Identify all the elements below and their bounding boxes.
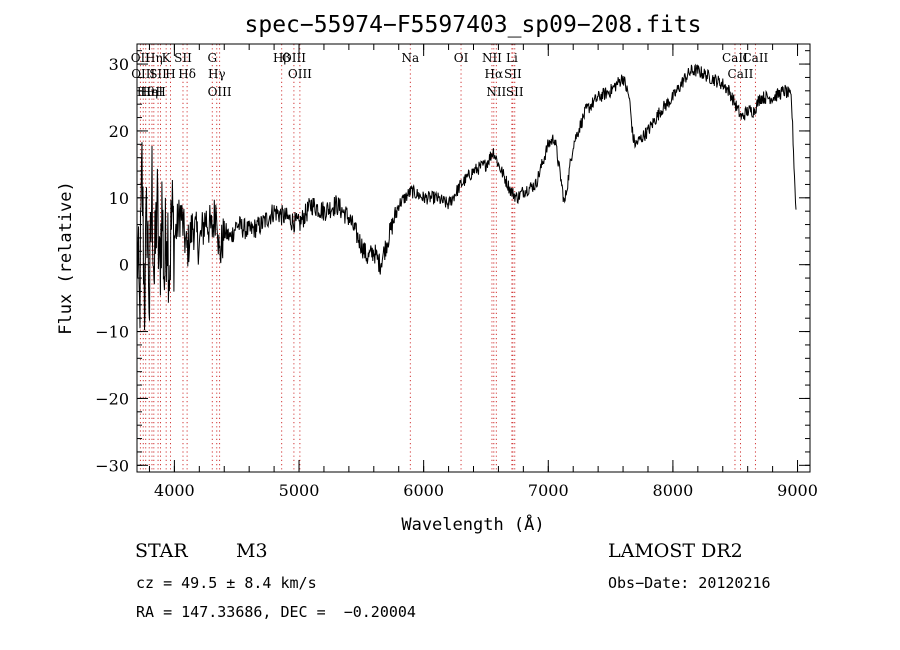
spectral-line-label: SII	[149, 67, 167, 81]
object-subclass: M3	[236, 540, 268, 562]
spectral-line-label: NII	[482, 51, 502, 65]
spectral-line-label: H	[155, 85, 165, 99]
spectral-line-label: Hγ	[208, 67, 226, 81]
x-tick-label: 7000	[528, 481, 569, 500]
spectral-line-label: CaII	[728, 67, 754, 81]
y-tick-label: 10	[109, 189, 129, 208]
x-tick-label: 9000	[777, 481, 818, 500]
spectrum-series	[136, 63, 797, 331]
x-axis: 4000 5000 6000 7000 8000 9000	[148, 44, 818, 500]
spectral-line-label: NII	[486, 85, 506, 99]
redshift-velocity: cz = 49.5 ± 8.4 km/s	[136, 574, 317, 592]
observation-date: Obs−Date: 20120216	[608, 574, 771, 592]
y-tick-label: −20	[95, 389, 129, 408]
spectral-line-label: SII	[174, 51, 192, 65]
x-tick-label: 6000	[403, 481, 444, 500]
spectral-line-label: Hβ	[273, 51, 290, 65]
spectral-line-label: H	[165, 67, 175, 81]
spectral-line-label: CaII	[722, 51, 748, 65]
spectral-line-label: Hδ	[178, 67, 196, 81]
plot-frame	[136, 43, 811, 473]
x-tick-label: 8000	[653, 481, 694, 500]
y-tick-label: −10	[95, 323, 129, 342]
spectral-line-label: OIII	[288, 67, 312, 81]
spectral-line-label: OI	[454, 51, 469, 65]
spectral-line-label: OIII	[282, 51, 306, 65]
spectral-line-label: Na	[401, 51, 419, 65]
object-class: STAR	[135, 540, 188, 562]
y-axis-label: Flux (relative)	[56, 181, 76, 335]
spectral-line-label: Li	[506, 51, 518, 65]
spectral-line-label: OII	[131, 51, 151, 65]
spectral-line-label: OIII	[208, 85, 232, 99]
y-axis: −30 −20 −10 0 10 20 30	[95, 50, 810, 475]
coordinates: RA = 147.33686, DEC = −0.20004	[136, 603, 416, 621]
y-tick-label: 0	[119, 256, 129, 275]
y-tick-label: 30	[109, 55, 129, 74]
spectral-line-label: K	[162, 51, 172, 65]
y-tick-label: −30	[95, 456, 129, 475]
spectrum-line	[136, 63, 797, 331]
spectral-line-label: Hη	[145, 51, 163, 65]
x-tick-label: 5000	[279, 481, 320, 500]
y-tick-label: 20	[109, 122, 129, 141]
spectral-line-label: HeI	[141, 85, 164, 99]
spectral-line-label: Hθ	[137, 85, 155, 99]
spectral-line-label: Hη	[140, 85, 158, 99]
spectral-line-label: CaII	[742, 51, 768, 65]
chart-title: spec−55974−F5597403_sp09−208.fits	[245, 12, 702, 38]
spectral-line-label: SII	[506, 85, 524, 99]
x-axis-label: Wavelength (Å)	[401, 513, 544, 535]
spectral-line-label: G	[207, 51, 217, 65]
spectral-line-label: Hα	[485, 67, 504, 81]
x-tick-label: 4000	[154, 481, 195, 500]
survey-name: LAMOST DR2	[608, 540, 743, 562]
spectral-line-label: SII	[504, 67, 522, 81]
